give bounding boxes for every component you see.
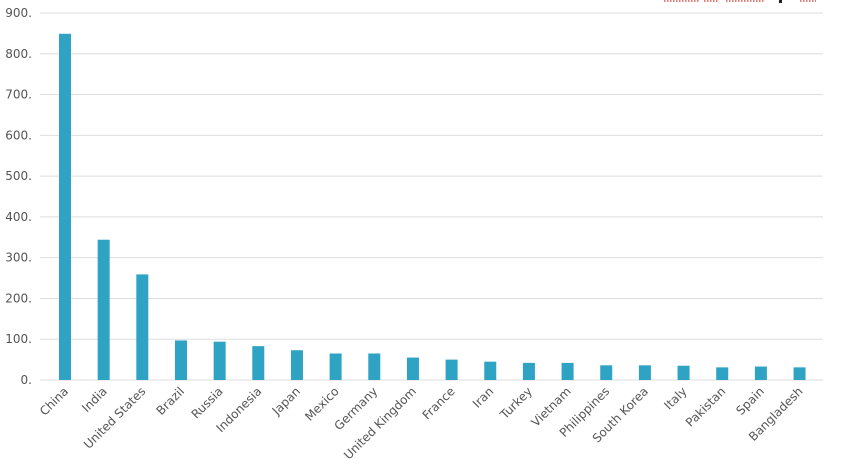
bar[interactable] xyxy=(252,346,265,380)
y-tick-label: 800. xyxy=(5,47,32,61)
bar[interactable] xyxy=(97,239,110,380)
x-category-label: United Kingdom xyxy=(341,384,419,462)
y-tick-label: 100. xyxy=(5,332,32,346)
gridlines xyxy=(40,12,823,381)
x-category-label: China xyxy=(37,384,71,418)
bar[interactable] xyxy=(522,362,535,380)
y-tick-label: 900. xyxy=(5,6,32,20)
x-category-label: Pakistan xyxy=(683,384,728,429)
x-category-label: India xyxy=(79,384,110,415)
bar[interactable] xyxy=(136,274,149,380)
bar[interactable] xyxy=(329,353,342,380)
y-tick-label: 500. xyxy=(5,169,32,183)
y-tick-label: 700. xyxy=(5,88,32,102)
bar[interactable] xyxy=(59,33,71,381)
bar[interactable] xyxy=(290,350,303,380)
y-tick-label: 300. xyxy=(5,251,32,265)
x-category-label: France xyxy=(420,384,458,422)
bar[interactable] xyxy=(754,366,767,380)
y-tick-label: 0. xyxy=(21,373,32,387)
legend xyxy=(664,0,816,3)
bar[interactable] xyxy=(638,365,651,380)
bar[interactable] xyxy=(600,365,613,380)
y-tick-label: 600. xyxy=(5,128,32,142)
bar[interactable] xyxy=(368,353,381,380)
x-category-label: Turkey xyxy=(497,384,535,422)
y-tick-label: 200. xyxy=(5,291,32,305)
x-category-label: Iran xyxy=(470,384,496,410)
x-category-label: Japan xyxy=(269,384,303,418)
x-category-label: Italy xyxy=(661,384,689,412)
y-axis-tick-labels: 0. 100. 200. 300. 400. 500. 600. 700. 800. 900. xyxy=(5,6,32,387)
bar[interactable] xyxy=(406,357,419,380)
x-category-label: Brazil xyxy=(154,384,188,418)
bars xyxy=(59,33,806,381)
y-tick-label: 400. xyxy=(5,210,32,224)
bar[interactable] xyxy=(213,341,226,380)
bar[interactable] xyxy=(716,367,729,380)
bar[interactable] xyxy=(561,362,574,380)
bar[interactable] xyxy=(793,367,806,380)
x-category-label: Spain xyxy=(733,384,767,418)
legend-marker xyxy=(779,0,782,3)
bar[interactable] xyxy=(445,359,458,380)
bar[interactable] xyxy=(677,365,690,380)
bar[interactable] xyxy=(484,361,497,380)
x-category-label: Russia xyxy=(189,384,226,421)
bar[interactable] xyxy=(174,340,187,380)
